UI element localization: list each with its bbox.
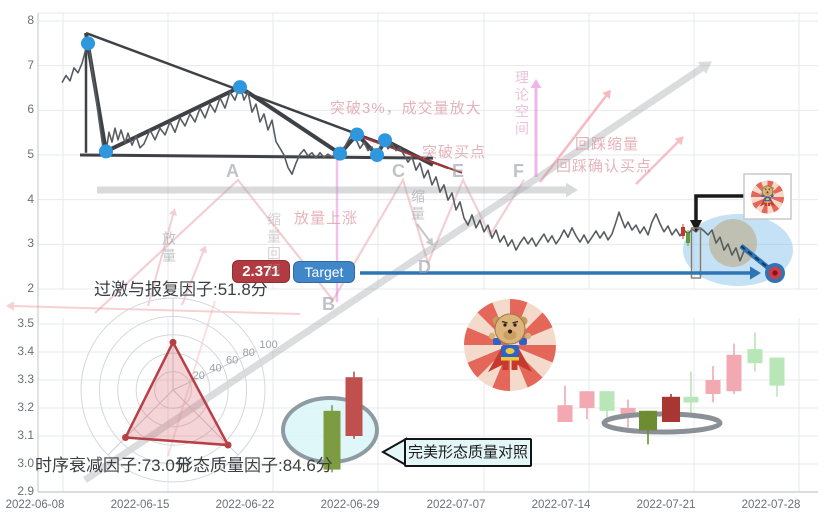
top-y-tick-label: 2 bbox=[8, 281, 34, 295]
wm-pullback-shrink: 回踩缩量 bbox=[575, 133, 639, 154]
pattern-quality-factor-label: 形态质量因子:84.6分 bbox=[176, 451, 333, 476]
bottom-y-tick-label: 3.1 bbox=[8, 428, 34, 442]
pattern-letter-e: E bbox=[452, 161, 464, 182]
top-y-tick-label: 7 bbox=[8, 58, 34, 72]
target-badge: Target bbox=[293, 261, 355, 283]
time-decay-factor-label: 时序衰减因子:73.0分 bbox=[35, 451, 192, 476]
wm-volume-rise: 放量上涨 bbox=[294, 207, 358, 228]
bottom-y-tick-label: 3.4 bbox=[8, 344, 34, 358]
wm-shrink-vertical: 缩量 bbox=[408, 189, 428, 223]
wm-breakout-volume: 突破3%，成交量放大 bbox=[330, 97, 482, 118]
bottom-y-tick-label: 2.9 bbox=[8, 484, 34, 498]
top-y-tick-label: 3 bbox=[8, 236, 34, 250]
x-date-label: 2022-06-29 bbox=[310, 499, 390, 511]
wm-shrink-pullback-vertical: 缩量回踩 bbox=[264, 212, 284, 280]
wm-theory-space: 理论空间 bbox=[512, 70, 532, 138]
x-date-label: 2022-07-28 bbox=[731, 499, 811, 511]
wm-breakout-buy-point: 突破买点 bbox=[422, 141, 486, 162]
top-y-tick-label: 5 bbox=[8, 147, 34, 161]
pattern-letter-f: F bbox=[513, 161, 524, 182]
top-y-tick-label: 4 bbox=[8, 192, 34, 206]
top-y-tick-label: 8 bbox=[8, 13, 34, 27]
bottom-y-tick-label: 3.2 bbox=[8, 400, 34, 414]
top-y-tick-label: 6 bbox=[8, 102, 34, 116]
bottom-y-tick-label: 3.5 bbox=[8, 316, 34, 330]
bottom-y-tick-label: 3.3 bbox=[8, 372, 34, 386]
perfect-pattern-callout: 完美形态质量对照 bbox=[404, 438, 532, 467]
pattern-letter-b: B bbox=[322, 294, 335, 315]
chart-labels-layer: 过激与报复因子:51.8分 时序衰减因子:73.0分 形态质量因子:84.6分 … bbox=[0, 0, 826, 520]
x-date-label: 2022-06-15 bbox=[100, 499, 180, 511]
wm-pullback-confirm-buy: 回踩确认买点 bbox=[556, 155, 652, 176]
bottom-y-tick-label: 3.0 bbox=[8, 456, 34, 470]
x-date-label: 2022-06-22 bbox=[205, 499, 285, 511]
x-date-label: 2022-07-07 bbox=[416, 499, 496, 511]
x-date-label: 2022-07-21 bbox=[626, 499, 706, 511]
stock-pattern-chart: 20406080100 过激与报复因子:51.8分 时序衰减因子:73.0分 形… bbox=[0, 0, 826, 520]
pattern-letter-c: C bbox=[392, 161, 405, 182]
pattern-letter-a: A bbox=[226, 161, 239, 182]
x-date-label: 2022-07-14 bbox=[521, 499, 601, 511]
wm-volume-vertical: 放量 bbox=[159, 231, 179, 265]
pattern-letter-d: D bbox=[418, 257, 431, 278]
x-date-label: 2022-06-08 bbox=[0, 499, 75, 511]
